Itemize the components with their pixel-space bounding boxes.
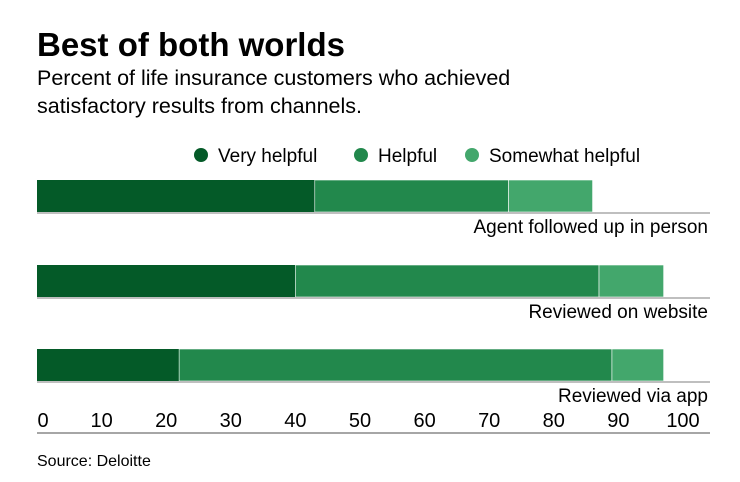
x-tick-label: 70	[478, 410, 500, 432]
bar-segment	[314, 179, 509, 213]
x-tick-label: 30	[220, 410, 242, 432]
chart-subtitle-line-2: satisfactory results from channels.	[37, 94, 362, 118]
x-axis: 0 10 20 30 40 50 60 70 80 90 100	[37, 410, 699, 432]
x-tick-label: 40	[284, 410, 306, 432]
bar-segment	[508, 179, 593, 213]
chart-title: Best of both worlds	[37, 26, 345, 63]
legend-swatch-icon	[354, 148, 368, 162]
bar-segment	[611, 348, 664, 382]
x-tick-label: 20	[155, 410, 177, 432]
bar-segment	[37, 349, 180, 381]
legend-swatch-icon	[465, 148, 479, 162]
bar-segment	[37, 265, 296, 297]
legend-label: Very helpful	[218, 146, 317, 167]
category-label: Reviewed on website	[528, 302, 708, 323]
x-tick-label: 100	[666, 410, 699, 432]
x-tick-label: 60	[413, 410, 435, 432]
x-tick-label: 90	[607, 410, 629, 432]
x-tick-label: 0	[37, 410, 48, 432]
legend-swatch-icon	[194, 148, 208, 162]
bar-segment	[178, 348, 613, 382]
bar-segment	[37, 180, 315, 212]
x-tick-label: 50	[349, 410, 371, 432]
legend-label: Helpful	[378, 146, 437, 167]
legend-label: Somewhat helpful	[489, 146, 640, 167]
legend: Very helpful Helpful Somewhat helpful	[194, 146, 640, 167]
category-label: Reviewed via app	[558, 386, 708, 407]
x-tick-label: 80	[543, 410, 565, 432]
x-tick-label: 10	[90, 410, 112, 432]
source-note: Source: Deloitte	[37, 453, 151, 470]
bar-segment	[295, 264, 600, 298]
bars: Agent followed up in person Reviewed on w…	[37, 179, 710, 407]
chart-subtitle-line-1: Percent of life insurance customers who …	[37, 66, 510, 90]
bar-segment	[598, 264, 664, 298]
category-label: Agent followed up in person	[474, 217, 709, 238]
